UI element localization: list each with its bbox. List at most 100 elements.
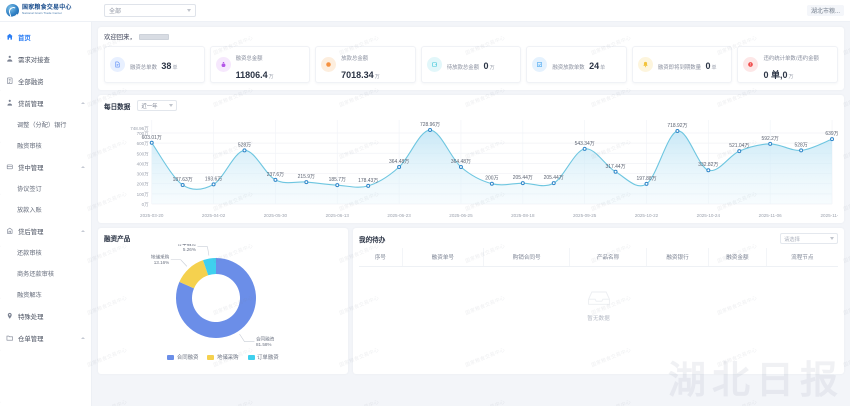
sidebar-sub-repayment-review[interactable]: 还款审核 <box>0 242 91 263</box>
chevron-up-icon <box>81 230 85 232</box>
legend-color-swatch <box>207 354 215 360</box>
stat-value: 0万 <box>483 60 495 71</box>
svg-text:639万: 639万 <box>825 131 838 137</box>
my-todo-panel: 我的待办 请选择 序号 融资单号 购销合同号 产品名称 融资银行 <box>353 228 844 374</box>
sidebar-label-post-loan: 贷后管理 <box>18 228 44 236</box>
stat-value: 24单 <box>589 60 606 71</box>
stat-card-upcoming-maturity-count[interactable]: 融资即将到期数量 0单 <box>631 46 733 83</box>
sidebar-item-warehouse-receipt[interactable]: 仓单管理 <box>0 327 91 349</box>
sidebar-item-pre-loan[interactable]: 贷前管理 <box>0 92 91 114</box>
stat-label: 待放款总金额 <box>446 64 480 71</box>
sidebar-sub-label-adjust-bank: 调整（分配）银行 <box>17 122 67 129</box>
svg-text:2025-04-02: 2025-04-02 <box>202 213 226 218</box>
stat-card-default-statistics[interactable]: 违约统计单数/违约金额 0 单,0万 <box>737 46 839 83</box>
financing-product-panel: 融资产品 合同融资 81.58% 地储采购 13.16% 订单融资 5.26% 合同融资 … <box>98 228 348 374</box>
todo-col-process-node: 流程节点 <box>766 248 838 267</box>
stat-label: 放款总金额 <box>341 55 369 62</box>
stat-value: 11806.4万 <box>235 69 274 80</box>
sidebar-item-post-loan[interactable]: 贷后管理 <box>0 220 91 242</box>
stat-label: 融资总单数 <box>130 64 157 71</box>
header-right-area: 湖北市粮... <box>806 5 850 16</box>
sidebar-item-in-loan[interactable]: 贷中管理 <box>0 156 91 178</box>
sidebar-item-all-financing[interactable]: 全部融资 <box>0 70 91 92</box>
sidebar-sub-label-financing-unfreeze: 融资解冻 <box>17 292 42 299</box>
masked-username <box>138 33 169 40</box>
sidebar-sub-financing-unfreeze[interactable]: 融资解冻 <box>0 284 91 305</box>
sidebar-label-in-loan: 贷中管理 <box>18 164 44 172</box>
range-select-value: 近一年 <box>141 103 158 110</box>
stat-label: 违约统计单数/违约金额 <box>763 55 819 62</box>
sidebar-item-special-handling[interactable]: 特殊处理 <box>0 305 91 327</box>
svg-text:0万: 0万 <box>142 202 150 208</box>
stat-label: 融资总金额 <box>235 55 263 62</box>
daily-data-panel: 每日数据 近一年 0万 100万 200万 300万 400万 500万 600万 700万 7… <box>98 95 844 223</box>
legend-color-swatch <box>247 354 255 360</box>
sidebar-sub-financing-review[interactable]: 融资审核 <box>0 135 91 156</box>
chevron-up-icon <box>81 337 85 339</box>
svg-text:543.34万: 543.34万 <box>575 141 595 147</box>
svg-text:364.48万: 364.48万 <box>389 159 409 165</box>
money-bag-icon <box>215 57 231 72</box>
svg-text:2025-10-24: 2025-10-24 <box>697 213 721 218</box>
legend-item-order-financing[interactable]: 订单融资 <box>247 353 279 361</box>
sidebar-sub-agreement-signing[interactable]: 协议签订 <box>0 178 91 199</box>
sidebar-sub-loan-entry[interactable]: 放款入账 <box>0 199 91 220</box>
wallet-icon <box>426 57 442 72</box>
sidebar-label-warehouse-receipt: 仓单管理 <box>18 335 44 343</box>
svg-text:592.2万: 592.2万 <box>762 136 779 142</box>
todo-filter-select[interactable]: 请选择 <box>780 233 838 244</box>
grain-center-logo-icon <box>6 4 19 17</box>
body-wrapper: 首页 需求对接查 全部融资 贷前管理 <box>0 22 850 406</box>
overview-panel: 欢迎回来， 融资总单数 38单 <box>98 27 844 90</box>
stat-label: 融资放款单数 <box>552 64 585 71</box>
stat-card-total-financing-amount[interactable]: 融资总金额 11806.4万 <box>209 46 311 83</box>
chevron-up-icon <box>81 102 85 104</box>
svg-text:185.7万: 185.7万 <box>329 177 346 183</box>
todo-empty-state: 暂无数据 <box>359 267 838 345</box>
legend-item-reserve-procurement[interactable]: 地储采购 <box>207 353 239 361</box>
svg-text:100万: 100万 <box>137 192 150 198</box>
stat-card-pending-disbursement-amount[interactable]: 待放款总金额 0万 <box>420 46 522 83</box>
stat-card-disbursed-order-count[interactable]: 融资放款单数 24单 <box>526 46 627 83</box>
svg-text:521.04万: 521.04万 <box>729 143 749 149</box>
svg-text:2025-06-13: 2025-06-13 <box>326 213 350 218</box>
todo-col-financing-amount: 融资金额 <box>708 248 767 267</box>
financing-product-donut: 合同融资 81.58% 地储采购 13.16% 订单融资 5.26% <box>104 244 342 356</box>
daily-data-header: 每日数据 近一年 <box>104 100 838 111</box>
todo-col-financing-bank: 融资银行 <box>646 248 710 267</box>
document-icon <box>110 57 125 72</box>
sidebar-item-home[interactable]: 首页 <box>0 26 91 48</box>
empty-box-icon <box>586 290 612 312</box>
sidebar-item-demand-match[interactable]: 需求对接查 <box>0 48 91 70</box>
warehouse-icon <box>6 334 14 342</box>
sidebar-sub-adjust-bank[interactable]: 调整（分配）银行 <box>0 114 91 135</box>
scope-select[interactable]: 全部 <box>104 4 196 17</box>
brand-logo[interactable]: 国家粮食交易中心 National Grain Trade Center <box>0 4 92 17</box>
bottom-row: 融资产品 合同融资 81.58% 地储采购 13.16% 订单融资 5.26% 合同融资 … <box>98 228 844 374</box>
post-loan-icon <box>6 227 14 235</box>
todo-col-financing-no: 融资单号 <box>402 248 485 267</box>
scope-select-value: 全部 <box>109 9 122 15</box>
svg-text:205.44万: 205.44万 <box>544 175 564 181</box>
sidebar-sub-label-loan-entry: 放款入账 <box>17 207 42 214</box>
main-content: 欢迎回来， 融资总单数 38单 <box>92 22 850 406</box>
chevron-up-icon <box>81 166 85 168</box>
svg-text:528万: 528万 <box>238 142 251 148</box>
sidebar-nav: 首页 需求对接查 全部融资 贷前管理 <box>0 22 92 406</box>
stat-card-total-disbursed-amount[interactable]: 放款总金额 7018.34万 <box>315 46 416 83</box>
sidebar-label-demand-match: 需求对接查 <box>18 56 50 64</box>
svg-text:地储采购: 地储采购 <box>151 254 170 261</box>
svg-text:603.01万: 603.01万 <box>142 135 162 141</box>
coin-icon <box>321 57 337 72</box>
stat-card-total-financing-orders[interactable]: 融资总单数 38单 <box>104 46 205 83</box>
sidebar-sub-business-repayment-review[interactable]: 商务还款审核 <box>0 263 91 284</box>
svg-text:718.92万: 718.92万 <box>667 123 687 129</box>
sidebar-sub-label-business-repayment-review: 商务还款审核 <box>17 271 55 278</box>
range-select[interactable]: 近一年 <box>137 100 178 111</box>
legend-item-contract-financing[interactable]: 合同融资 <box>167 353 198 361</box>
svg-text:2025-06-25: 2025-06-25 <box>449 213 473 218</box>
financing-product-title: 融资产品 <box>104 236 131 243</box>
svg-text:订单融资: 订单融资 <box>178 244 197 248</box>
legend-color-swatch <box>167 354 175 360</box>
